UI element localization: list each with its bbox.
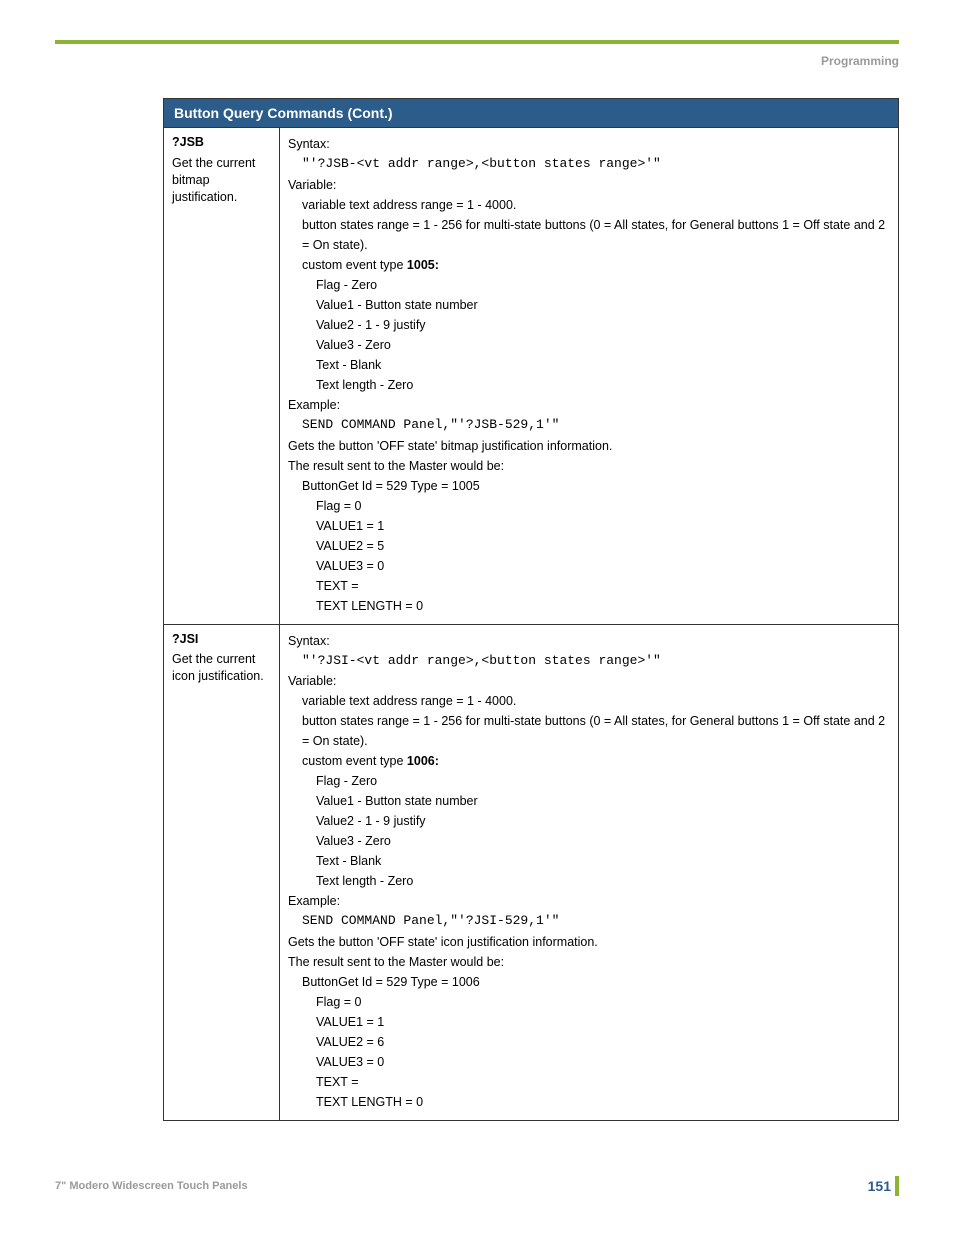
example-label: Example: — [288, 395, 890, 415]
variable-line: variable text address range = 1 - 4000. — [288, 195, 890, 215]
gets-line: Gets the button 'OFF state' icon justifi… — [288, 932, 890, 952]
footer-title: 7" Modero Widescreen Touch Panels — [55, 1180, 248, 1192]
top-rule — [55, 40, 899, 44]
custom-event-type: custom event type 1006: — [288, 751, 890, 771]
variable-line: button states range = 1 - 256 for multi-… — [288, 711, 890, 751]
command-cell: ?JSI Get the current icon justification. — [164, 625, 279, 1121]
result-line: ButtonGet Id = 529 Type = 1005 — [288, 476, 890, 496]
command-name: ?JSB — [172, 134, 271, 151]
command-desc: Get the current icon justification. — [172, 651, 271, 685]
result-line: Flag = 0 — [288, 992, 890, 1012]
variable-line: variable text address range = 1 - 4000. — [288, 691, 890, 711]
command-cell: ?JSB Get the current bitmap justificatio… — [164, 128, 279, 624]
command-desc: Get the current bitmap justification. — [172, 155, 271, 206]
event-flag: Flag - Zero — [288, 771, 890, 791]
syntax-label: Syntax: — [288, 631, 890, 651]
event-value2: Value2 - 1 - 9 justify — [288, 315, 890, 335]
syntax-label: Syntax: — [288, 134, 890, 154]
command-table: Button Query Commands (Cont.) ?JSB Get t… — [163, 98, 899, 1121]
example-label: Example: — [288, 891, 890, 911]
page-number: 151 — [868, 1176, 899, 1196]
detail-cell: Syntax: "'?JSB-<vt addr range>,<button s… — [279, 128, 898, 624]
syntax-code: "'?JSB-<vt addr range>,<button states ra… — [288, 154, 890, 175]
result-line: TEXT LENGTH = 0 — [288, 1092, 890, 1112]
result-line: VALUE1 = 1 — [288, 1012, 890, 1032]
section-header: Programming — [55, 54, 899, 68]
command-name: ?JSI — [172, 631, 271, 648]
result-line: VALUE2 = 6 — [288, 1032, 890, 1052]
event-text-length: Text length - Zero — [288, 375, 890, 395]
event-value2: Value2 - 1 - 9 justify — [288, 811, 890, 831]
result-line: TEXT = — [288, 1072, 890, 1092]
result-label: The result sent to the Master would be: — [288, 952, 890, 972]
table-row: ?JSI Get the current icon justification.… — [164, 624, 898, 1121]
result-line: VALUE2 = 5 — [288, 536, 890, 556]
event-text: Text - Blank — [288, 355, 890, 375]
footer: 7" Modero Widescreen Touch Panels 151 — [55, 1176, 899, 1196]
result-line: VALUE1 = 1 — [288, 516, 890, 536]
result-line: ButtonGet Id = 529 Type = 1006 — [288, 972, 890, 992]
event-text-length: Text length - Zero — [288, 871, 890, 891]
example-code: SEND COMMAND Panel,"'?JSI-529,1'" — [288, 911, 890, 932]
detail-cell: Syntax: "'?JSI-<vt addr range>,<button s… — [279, 625, 898, 1121]
result-line: VALUE3 = 0 — [288, 1052, 890, 1072]
event-value3: Value3 - Zero — [288, 831, 890, 851]
custom-event-type: custom event type 1005: — [288, 255, 890, 275]
result-line: TEXT = — [288, 576, 890, 596]
syntax-code: "'?JSI-<vt addr range>,<button states ra… — [288, 651, 890, 672]
variable-label: Variable: — [288, 671, 890, 691]
page: Programming Button Query Commands (Cont.… — [0, 0, 954, 1226]
event-flag: Flag - Zero — [288, 275, 890, 295]
variable-label: Variable: — [288, 175, 890, 195]
result-line: VALUE3 = 0 — [288, 556, 890, 576]
example-code: SEND COMMAND Panel,"'?JSB-529,1'" — [288, 415, 890, 436]
gets-line: Gets the button 'OFF state' bitmap justi… — [288, 436, 890, 456]
event-value3: Value3 - Zero — [288, 335, 890, 355]
result-line: TEXT LENGTH = 0 — [288, 596, 890, 616]
event-text: Text - Blank — [288, 851, 890, 871]
variable-line: button states range = 1 - 256 for multi-… — [288, 215, 890, 255]
result-line: Flag = 0 — [288, 496, 890, 516]
table-row: ?JSB Get the current bitmap justificatio… — [164, 127, 898, 624]
event-value1: Value1 - Button state number — [288, 791, 890, 811]
table-title: Button Query Commands (Cont.) — [164, 99, 898, 127]
event-value1: Value1 - Button state number — [288, 295, 890, 315]
result-label: The result sent to the Master would be: — [288, 456, 890, 476]
